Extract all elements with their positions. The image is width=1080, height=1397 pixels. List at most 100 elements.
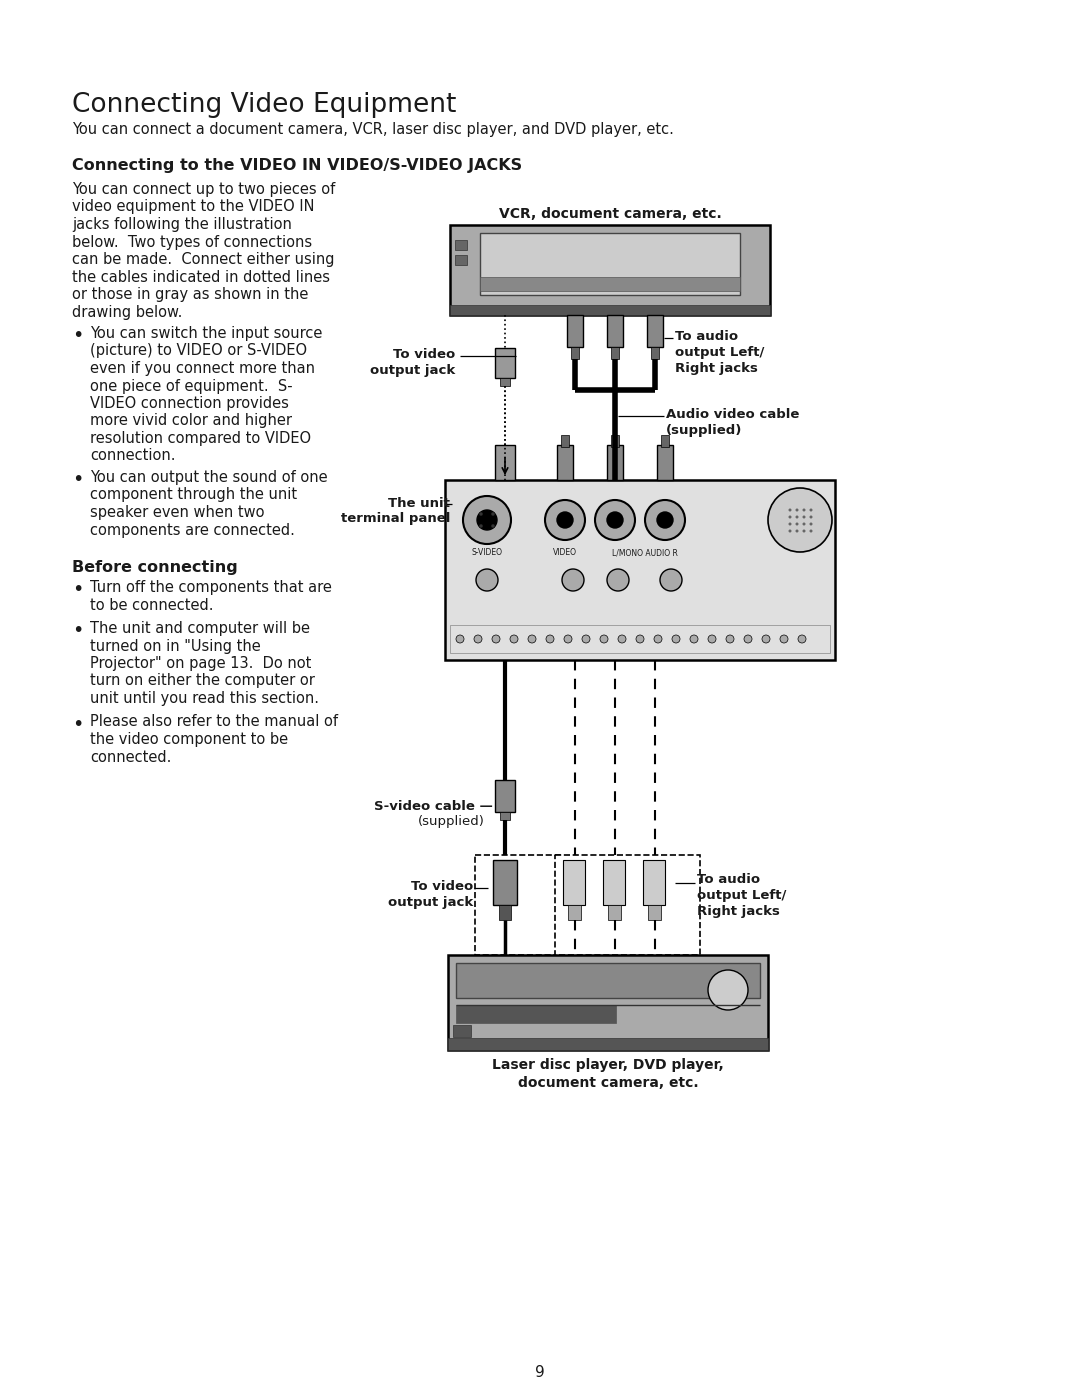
Bar xyxy=(448,1038,768,1051)
Circle shape xyxy=(492,636,500,643)
Circle shape xyxy=(708,970,748,1010)
Bar xyxy=(450,225,770,314)
Circle shape xyxy=(645,500,685,541)
Text: drawing below.: drawing below. xyxy=(72,305,183,320)
Bar xyxy=(647,314,663,346)
Circle shape xyxy=(788,529,792,532)
Circle shape xyxy=(798,636,806,643)
Circle shape xyxy=(562,569,584,591)
Text: connection.: connection. xyxy=(90,448,175,464)
Text: VCR, document camera, etc.: VCR, document camera, etc. xyxy=(499,207,721,221)
Circle shape xyxy=(528,636,536,643)
Circle shape xyxy=(796,509,798,511)
Bar xyxy=(567,314,583,346)
Text: You can switch the input source: You can switch the input source xyxy=(90,326,322,341)
Text: The unit: The unit xyxy=(388,497,450,510)
Text: To video
output jack: To video output jack xyxy=(369,348,455,377)
Circle shape xyxy=(744,636,752,643)
Circle shape xyxy=(477,510,497,529)
Circle shape xyxy=(810,515,812,518)
Bar xyxy=(450,305,770,314)
Text: can be made.  Connect either using: can be made. Connect either using xyxy=(72,251,335,267)
Circle shape xyxy=(796,515,798,518)
Text: You can connect a document camera, VCR, laser disc player, and DVD player, etc.: You can connect a document camera, VCR, … xyxy=(72,122,674,137)
Text: document camera, etc.: document camera, etc. xyxy=(517,1076,699,1090)
Bar xyxy=(555,855,700,956)
Text: Connecting Video Equipment: Connecting Video Equipment xyxy=(72,92,457,117)
Bar xyxy=(499,905,511,921)
Circle shape xyxy=(796,522,798,525)
Text: L/MONO AUDIO R: L/MONO AUDIO R xyxy=(612,548,678,557)
Text: You can connect up to two pieces of: You can connect up to two pieces of xyxy=(72,182,335,197)
Bar xyxy=(557,446,573,481)
Circle shape xyxy=(557,511,573,528)
Text: turn on either the computer or: turn on either the computer or xyxy=(90,673,315,689)
Text: connected.: connected. xyxy=(90,750,172,764)
Circle shape xyxy=(802,529,806,532)
Circle shape xyxy=(480,511,483,515)
Circle shape xyxy=(802,522,806,525)
Text: component through the unit: component through the unit xyxy=(90,488,297,503)
Text: VIDEO: VIDEO xyxy=(553,548,577,557)
Text: •: • xyxy=(72,622,83,640)
Text: VIDEO connection provides: VIDEO connection provides xyxy=(90,395,288,411)
Circle shape xyxy=(564,636,572,643)
Text: turned on in "Using the: turned on in "Using the xyxy=(90,638,260,654)
Text: •: • xyxy=(72,714,83,733)
Text: video equipment to the VIDEO IN: video equipment to the VIDEO IN xyxy=(72,200,314,215)
Text: (supplied): (supplied) xyxy=(418,814,485,828)
Circle shape xyxy=(762,636,770,643)
Text: Before connecting: Before connecting xyxy=(72,560,238,576)
Bar xyxy=(571,346,579,359)
Bar xyxy=(607,446,623,481)
Bar xyxy=(500,379,510,386)
Text: To audio
output Left/
Right jacks: To audio output Left/ Right jacks xyxy=(697,873,786,918)
Circle shape xyxy=(607,511,623,528)
Text: the video component to be: the video component to be xyxy=(90,732,288,747)
Circle shape xyxy=(726,636,734,643)
Circle shape xyxy=(796,529,798,532)
Circle shape xyxy=(788,522,792,525)
Bar xyxy=(455,256,467,265)
Bar xyxy=(568,905,581,921)
Bar xyxy=(651,346,659,359)
Text: •: • xyxy=(72,326,83,345)
Circle shape xyxy=(474,636,482,643)
Text: Audio video cable
(supplied): Audio video cable (supplied) xyxy=(666,408,799,437)
Text: resolution compared to VIDEO: resolution compared to VIDEO xyxy=(90,432,311,446)
Bar xyxy=(492,861,517,905)
Circle shape xyxy=(788,509,792,511)
Text: or those in gray as shown in the: or those in gray as shown in the xyxy=(72,286,309,302)
Circle shape xyxy=(802,509,806,511)
Text: S-VIDEO: S-VIDEO xyxy=(472,548,502,557)
Circle shape xyxy=(810,529,812,532)
Text: jacks following the illustration: jacks following the illustration xyxy=(72,217,292,232)
Bar xyxy=(661,434,669,447)
Bar xyxy=(448,956,768,1051)
Circle shape xyxy=(476,569,498,591)
Text: to be connected.: to be connected. xyxy=(90,598,214,612)
Bar xyxy=(445,481,835,659)
Text: speaker even when two: speaker even when two xyxy=(90,504,265,520)
Bar xyxy=(495,780,515,812)
Bar xyxy=(480,277,740,291)
Circle shape xyxy=(788,515,792,518)
Text: components are connected.: components are connected. xyxy=(90,522,295,538)
Circle shape xyxy=(810,522,812,525)
Bar xyxy=(456,1004,616,1023)
Text: You can output the sound of one: You can output the sound of one xyxy=(90,469,327,485)
Circle shape xyxy=(802,515,806,518)
Bar xyxy=(495,348,515,379)
Circle shape xyxy=(690,636,698,643)
Circle shape xyxy=(510,636,518,643)
Text: unit until you read this section.: unit until you read this section. xyxy=(90,692,319,705)
Bar xyxy=(608,905,621,921)
Text: (picture) to VIDEO or S-VIDEO: (picture) to VIDEO or S-VIDEO xyxy=(90,344,307,359)
Text: 9: 9 xyxy=(535,1365,545,1380)
Bar xyxy=(611,434,619,447)
Bar xyxy=(495,446,515,481)
Text: To video
output jack: To video output jack xyxy=(388,880,473,909)
Bar xyxy=(480,233,740,295)
Text: Projector" on page 13.  Do not: Projector" on page 13. Do not xyxy=(90,657,311,671)
Bar xyxy=(657,446,673,481)
